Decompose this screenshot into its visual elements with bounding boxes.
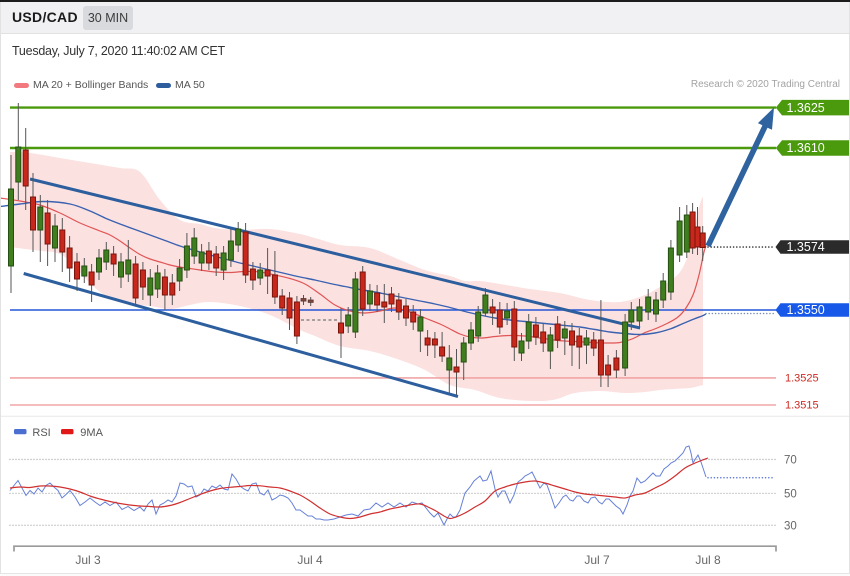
svg-text:RSI: RSI [32,427,50,439]
svg-text:1.3625: 1.3625 [787,101,825,115]
svg-text:9MA: 9MA [80,427,103,439]
svg-text:30: 30 [784,521,797,533]
svg-text:Jul 7: Jul 7 [584,553,610,567]
svg-text:1.3550: 1.3550 [787,303,825,317]
svg-text:1.3610: 1.3610 [787,141,825,155]
svg-text:Jul 3: Jul 3 [75,553,101,567]
svg-text:Jul 4: Jul 4 [297,553,323,567]
svg-text:1.3525: 1.3525 [785,373,819,385]
svg-text:50: 50 [784,489,797,501]
svg-text:1.3515: 1.3515 [785,400,819,412]
svg-text:Jul 8: Jul 8 [695,553,721,567]
svg-text:1.3574: 1.3574 [787,240,825,254]
svg-text:70: 70 [784,455,797,467]
